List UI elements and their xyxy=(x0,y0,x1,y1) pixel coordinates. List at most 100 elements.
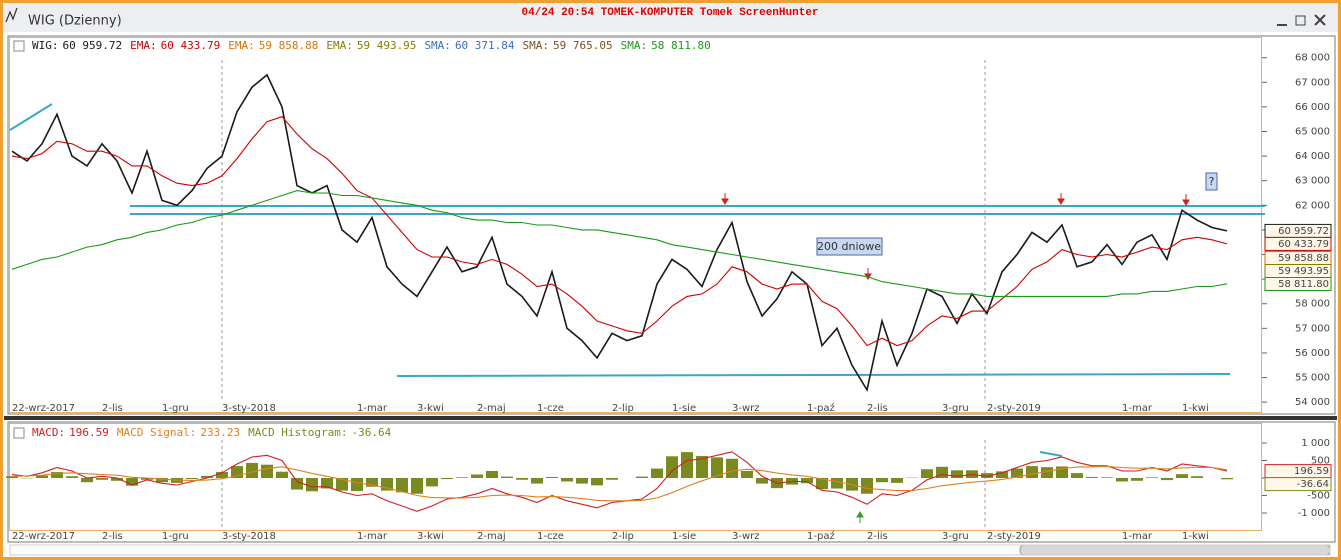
price-plot-frame xyxy=(9,37,1262,413)
histogram-bar xyxy=(1101,477,1113,478)
drawn-lines[interactable] xyxy=(9,103,1265,457)
histogram-bar xyxy=(1131,478,1143,481)
x-tick-label: 2-lip xyxy=(612,531,634,542)
restore-button[interactable] xyxy=(1295,15,1306,26)
histogram-bar xyxy=(876,478,888,483)
histogram-bar xyxy=(1011,468,1023,478)
legend-value: 59 858.88 xyxy=(259,39,319,52)
histogram-bar xyxy=(246,462,258,478)
annotation-box[interactable] xyxy=(816,237,883,256)
histogram-bar xyxy=(231,466,243,478)
macd-panel xyxy=(7,421,1336,543)
x-tick-label: 3-wrz xyxy=(732,403,760,414)
down-arrow xyxy=(1182,194,1190,206)
histogram-bar xyxy=(861,478,873,494)
legend-name: WIG: xyxy=(32,39,59,52)
y-tick-label: -1 000 xyxy=(1298,508,1330,519)
x-tick-label: 3-kwi xyxy=(417,531,444,542)
window-icon xyxy=(5,7,18,23)
series-line xyxy=(11,190,1228,297)
histogram-bar xyxy=(456,477,468,478)
histogram-bar xyxy=(501,476,513,478)
down-arrow xyxy=(721,193,729,205)
histogram-bar xyxy=(741,471,753,478)
histogram-bar xyxy=(486,471,498,478)
legend-name: MACD: xyxy=(32,426,65,439)
x-tick-label: 1-cze xyxy=(537,403,564,414)
x-tick-label: 1-cze xyxy=(537,531,564,542)
x-tick-label: 2-maj xyxy=(477,531,506,542)
scrollbar-thumb[interactable] xyxy=(1019,544,1331,556)
legend-value: 196.59 xyxy=(69,426,109,439)
histogram-bar xyxy=(816,478,828,490)
trend-line[interactable] xyxy=(1039,451,1063,457)
up-arrow xyxy=(856,511,864,523)
x-tick-label: 2-lis xyxy=(867,403,888,414)
histogram-bar xyxy=(516,478,528,480)
annotation-box[interactable] xyxy=(1205,172,1218,191)
scrollbar-track[interactable] xyxy=(9,544,1331,556)
price-panel xyxy=(7,35,1336,415)
y-tick-label: -500 xyxy=(1307,491,1330,502)
histogram-bar xyxy=(696,455,708,478)
x-tick-label: 3-sty-2018 xyxy=(222,403,276,414)
legend: MACD: 196.59 MACD Signal: 233.23 MACD Histog… xyxy=(32,426,392,439)
x-tick-label: 2-sty-2019 xyxy=(987,403,1041,414)
series-line xyxy=(11,73,1228,393)
histogram-bar xyxy=(156,478,168,483)
histogram-bar xyxy=(306,478,318,492)
close-button[interactable] xyxy=(1314,14,1326,26)
histogram-bar xyxy=(606,478,618,480)
histogram-bar xyxy=(576,478,588,484)
x-tick-label: 2-maj xyxy=(477,403,506,414)
y-tick-label: 64 000 xyxy=(1295,151,1330,162)
x-tick-label: 1-gru xyxy=(162,403,189,414)
histogram-bar xyxy=(651,468,663,478)
axis-value-label: 60 959.72 xyxy=(1278,226,1329,237)
y-tick-label: 55 000 xyxy=(1295,373,1330,384)
x-tick-label: 1-gru xyxy=(162,531,189,542)
legend-name: SMA: xyxy=(424,39,451,52)
axis-value-label: 59 858.88 xyxy=(1278,253,1329,264)
series-line xyxy=(11,451,1228,512)
support-line[interactable] xyxy=(396,373,1231,377)
histogram-bar xyxy=(711,457,723,478)
histogram-bar xyxy=(396,478,408,493)
legend-name: EMA: xyxy=(326,39,353,52)
histogram-bar xyxy=(996,471,1008,478)
axis-value-label: 196.59 xyxy=(1294,466,1329,477)
histogram-bar xyxy=(951,470,963,478)
histogram-bar xyxy=(441,478,453,480)
legend-icon xyxy=(13,427,25,439)
histogram-bar xyxy=(666,456,678,478)
legend-value: 60 959.72 xyxy=(63,39,123,52)
legend-name: EMA: xyxy=(130,39,157,52)
trend-line[interactable] xyxy=(9,103,53,131)
x-tick-label: 1-sie xyxy=(672,403,696,414)
y-tick-label: 56 000 xyxy=(1295,348,1330,359)
legend: WIG: 60 959.72 EMA: 60 433.79 EMA: 59 858.88 E… xyxy=(32,39,711,52)
histogram-bar xyxy=(681,452,693,478)
axis-value-box xyxy=(1264,477,1332,492)
x-tick-label: 3-sty-2018 xyxy=(222,531,276,542)
legend-value: 60 371.84 xyxy=(455,39,515,52)
x-tick-label: 1-paź xyxy=(807,402,835,414)
window-controls[interactable] xyxy=(1277,14,1326,26)
legend-value: 58 811.80 xyxy=(651,39,711,52)
histogram-bar xyxy=(1056,466,1068,478)
histogram-bar xyxy=(561,478,573,482)
histogram-bar xyxy=(366,478,378,487)
histogram-bar xyxy=(981,473,993,478)
panel-splitter[interactable] xyxy=(4,416,1337,420)
legend-name: MACD Histogram: xyxy=(248,426,347,439)
histogram-bar xyxy=(636,476,648,478)
y-tick-label: 68 000 xyxy=(1295,53,1330,64)
y-tick-label: 66 000 xyxy=(1295,102,1330,113)
x-tick-label: 22-wrz-2017 xyxy=(12,403,75,414)
x-tick-label: 1-mar xyxy=(357,403,388,414)
histogram-bar xyxy=(936,466,948,478)
histogram-bar xyxy=(291,478,303,490)
x-tick-label: 2-lis xyxy=(867,531,888,542)
histogram-bar xyxy=(921,469,933,478)
histogram-bar xyxy=(726,458,738,478)
